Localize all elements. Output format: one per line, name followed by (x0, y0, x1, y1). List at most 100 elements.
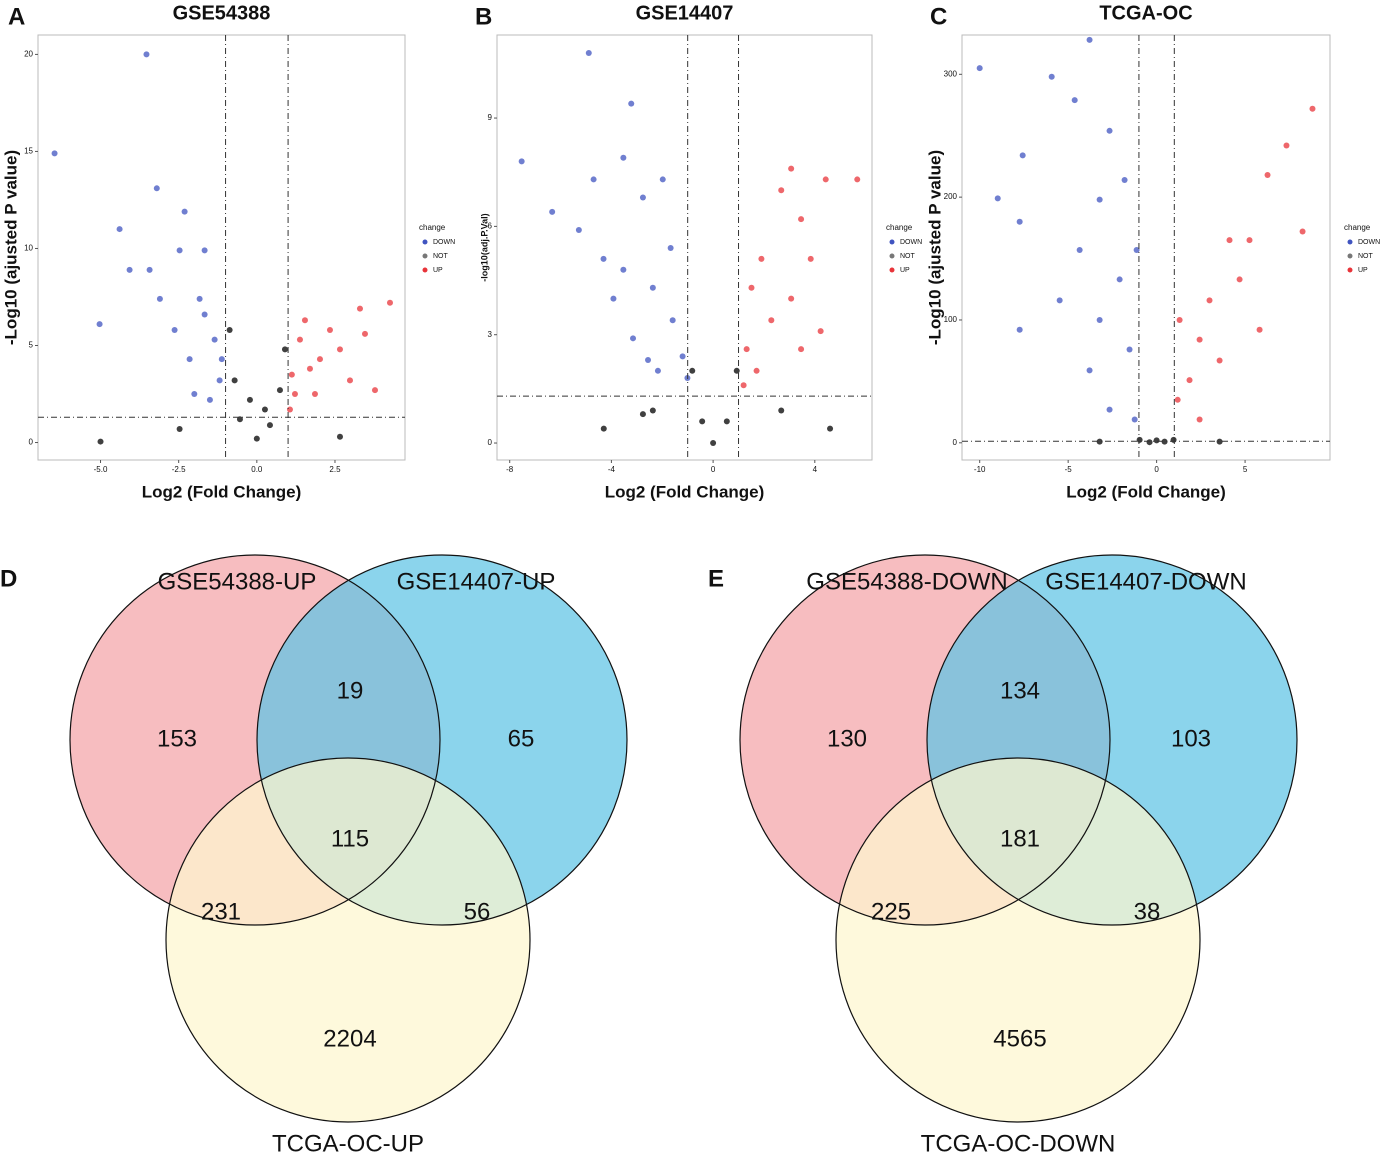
point (316, 356, 323, 363)
point (361, 330, 368, 337)
point (326, 326, 333, 333)
panel-letter: E (708, 565, 724, 592)
venn-outline (69, 554, 441, 926)
point (1264, 172, 1271, 179)
region-count: 231 (201, 898, 241, 925)
point (306, 365, 313, 372)
region-count: 103 (1171, 725, 1211, 752)
point (1256, 326, 1263, 333)
x-tick-label: 2.5 (329, 465, 341, 474)
point (96, 321, 103, 328)
point (1216, 438, 1223, 445)
legend-label: NOT (1358, 253, 1374, 260)
venn-outline (926, 554, 1298, 926)
point (51, 150, 58, 157)
legend-title: change (886, 223, 913, 232)
point (196, 295, 203, 302)
point (1186, 377, 1193, 384)
legend-swatch (422, 239, 428, 245)
region-count: 65 (508, 725, 535, 752)
point (97, 438, 104, 445)
point (645, 356, 652, 363)
set-label: TCGA-OC-DOWN (921, 1130, 1116, 1157)
y-tick-label: 0 (488, 438, 493, 447)
point (649, 284, 656, 291)
point (649, 407, 656, 414)
point (311, 391, 318, 398)
point (1048, 73, 1055, 80)
point (276, 387, 283, 394)
point (336, 346, 343, 353)
point (1216, 357, 1223, 364)
point (286, 406, 293, 413)
point (1246, 237, 1253, 244)
y-tick-label: 0 (953, 438, 958, 447)
point (1309, 105, 1316, 112)
point (788, 165, 795, 172)
point (1226, 237, 1233, 244)
chart-title: GSE54388 (173, 2, 271, 24)
point (689, 367, 696, 374)
point (549, 208, 556, 215)
point (371, 387, 378, 394)
point (518, 158, 525, 165)
x-tick-label: 0.0 (251, 465, 263, 474)
x-tick-label: 5 (1243, 465, 1248, 474)
point (216, 377, 223, 384)
point (710, 440, 717, 447)
point (1096, 196, 1103, 203)
legend-label: UP (900, 267, 910, 274)
point (176, 425, 183, 432)
point (667, 245, 674, 252)
point (246, 396, 253, 403)
point (1071, 97, 1078, 104)
point (1236, 276, 1243, 283)
panel-letter: A (8, 3, 25, 30)
point (1056, 297, 1063, 304)
point (807, 255, 814, 262)
point (1146, 439, 1153, 446)
point (261, 406, 268, 413)
point (1116, 276, 1123, 283)
point (1076, 246, 1083, 253)
point (822, 176, 829, 183)
point (356, 305, 363, 312)
point (575, 226, 582, 233)
point (699, 418, 706, 425)
chart-title: GSE14407 (636, 2, 734, 24)
point (758, 255, 765, 262)
point (743, 346, 750, 353)
legend-swatch (1347, 267, 1353, 273)
x-tick-label: -4 (608, 465, 616, 474)
x-tick-label: -5.0 (94, 465, 108, 474)
point (610, 295, 617, 302)
venn-outline (256, 554, 628, 926)
region-count: 181 (1000, 825, 1040, 852)
x-tick-label: 4 (813, 465, 818, 474)
y-tick-label: 3 (488, 330, 493, 339)
x-tick-label: -5 (1065, 465, 1073, 474)
set-label: GSE14407-DOWN (1045, 568, 1246, 595)
legend-label: UP (433, 267, 443, 274)
point (1153, 437, 1160, 444)
point (630, 335, 637, 342)
point (585, 50, 592, 57)
point (768, 317, 775, 324)
point (146, 266, 153, 273)
point (143, 51, 150, 58)
point (1096, 316, 1103, 323)
point (1086, 36, 1093, 43)
x-axis-label: Log2 (Fold Change) (1066, 482, 1226, 501)
x-tick-label: -2.5 (172, 465, 186, 474)
plot-frame (496, 34, 873, 461)
point (778, 407, 785, 414)
legend-swatch (889, 253, 895, 259)
panel-letter: D (0, 565, 17, 592)
point (600, 255, 607, 262)
set-label: GSE14407-UP (397, 568, 556, 595)
point (1019, 152, 1026, 159)
x-axis-label: Log2 (Fold Change) (142, 482, 302, 501)
point (753, 367, 760, 374)
point (218, 356, 225, 363)
point (1016, 218, 1023, 225)
